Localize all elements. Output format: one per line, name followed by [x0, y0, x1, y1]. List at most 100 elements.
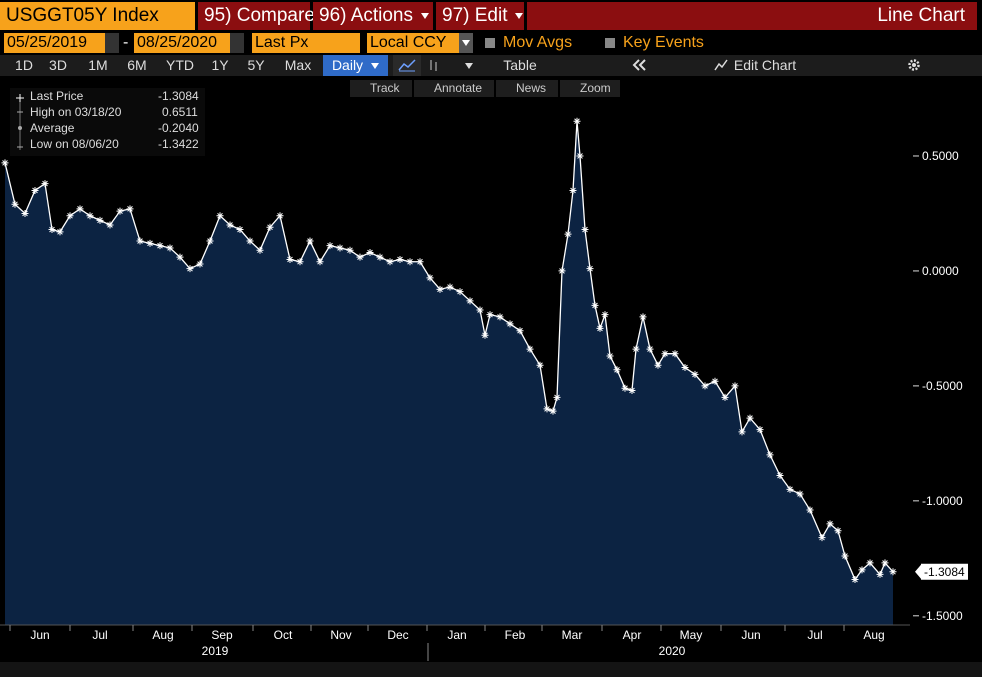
ticker-field[interactable]: USGGT05Y Index: [0, 2, 195, 30]
point-marker: [506, 320, 514, 328]
point-marker: [596, 324, 604, 332]
stat-label: Low on 08/06/20: [30, 137, 119, 151]
last-value-label: -1.3084: [924, 565, 965, 579]
line-style-button[interactable]: [393, 55, 421, 76]
chart-type-label: Line Chart: [877, 5, 965, 26]
key-events-toggle[interactable]: Key Events: [602, 33, 722, 53]
point-marker: [96, 216, 104, 224]
point-marker: [586, 265, 594, 273]
point-marker: [1, 159, 9, 167]
x-tick-label: Jun: [30, 628, 49, 642]
actions-label: 96) Actions: [319, 5, 413, 26]
settings-button[interactable]: [900, 55, 928, 76]
news-label: News: [516, 81, 547, 95]
period-button[interactable]: Max: [279, 55, 317, 76]
point-marker: [76, 205, 84, 213]
point-marker: [851, 576, 859, 584]
point-marker: [306, 237, 314, 245]
date-dash: -: [123, 34, 129, 51]
calendar-icon[interactable]: [230, 33, 244, 53]
point-marker: [738, 428, 746, 436]
period-button[interactable]: 1Y: [205, 55, 235, 76]
currency-select[interactable]: Local CCY: [367, 33, 459, 53]
x-tick-label: May: [680, 628, 703, 642]
currency-dropdown[interactable]: [459, 33, 473, 53]
point-marker: [406, 258, 414, 266]
point-marker: [276, 212, 284, 220]
last-value-box: [921, 563, 968, 580]
point-marker: [256, 246, 264, 254]
annotate-label: Annotate: [434, 81, 483, 95]
track-label: Track: [370, 81, 400, 95]
point-marker: [126, 205, 134, 213]
compare-button[interactable]: 95) Compare: [198, 2, 315, 30]
y-tick-label: -1.0000: [922, 494, 963, 508]
point-marker: [396, 255, 404, 263]
x-tick-label: Jul: [92, 628, 107, 642]
zoom-tool[interactable]: Zoom: [560, 80, 620, 97]
point-marker: [336, 244, 344, 252]
point-marker: [601, 311, 609, 319]
style-dropdown[interactable]: [455, 55, 483, 76]
bar-icon: [430, 60, 437, 71]
point-marker: [366, 249, 374, 257]
point-marker: [543, 405, 551, 413]
point-marker: [386, 258, 394, 266]
point-marker: [569, 186, 577, 194]
point-marker: [776, 472, 784, 480]
period-button[interactable]: 1M: [82, 55, 114, 76]
chart: 0.5000 0.0000 -0.5000 -1.0000 -1.5000 -1.3084…: [0, 78, 982, 677]
news-tool[interactable]: News: [496, 80, 558, 97]
start-date[interactable]: 05/25/2019: [4, 33, 105, 53]
point-marker: [681, 363, 689, 371]
edit-label: 97) Edit: [442, 5, 508, 26]
x-tick-label: Jun: [741, 628, 760, 642]
point-marker: [48, 226, 56, 234]
y-tick-label: 0.0000: [922, 264, 959, 278]
y-tick-label: -0.5000: [922, 379, 963, 393]
plot: 0.5000 0.0000 -0.5000 -1.0000 -1.5000 -1.3084…: [0, 78, 982, 677]
checkbox: [605, 38, 615, 48]
point-marker: [606, 352, 614, 360]
period-button[interactable]: 5Y: [241, 55, 271, 76]
point-marker: [176, 253, 184, 261]
actions-button[interactable]: 96) Actions: [313, 2, 433, 30]
checkbox: [485, 38, 495, 48]
frequency-select[interactable]: Daily: [323, 55, 388, 76]
annotate-tool[interactable]: Annotate: [414, 80, 494, 97]
edit-chart-button[interactable]: Edit Chart: [700, 55, 810, 76]
period-button[interactable]: 3D: [43, 55, 73, 76]
table-button[interactable]: Table: [490, 55, 550, 76]
mov-avgs-toggle[interactable]: Mov Avgs: [482, 33, 597, 53]
edit-button[interactable]: 97) Edit: [436, 2, 524, 30]
point-marker: [376, 253, 384, 261]
point-marker: [496, 313, 504, 321]
calendar-icon[interactable]: [105, 33, 119, 53]
year-label: 2019: [202, 644, 229, 658]
point-marker: [11, 200, 19, 208]
point-marker: [526, 345, 534, 353]
point-marker: [573, 117, 581, 125]
period-button[interactable]: 6M: [121, 55, 153, 76]
track-tool[interactable]: Track: [350, 80, 412, 97]
point-marker: [818, 534, 826, 542]
point-marker: [691, 370, 699, 378]
end-date[interactable]: 08/25/2020: [134, 33, 230, 53]
point-marker: [286, 255, 294, 263]
bar-style-button[interactable]: [423, 55, 445, 76]
point-marker: [866, 559, 874, 567]
point-marker: [889, 568, 897, 576]
field-select[interactable]: Last Px: [252, 33, 360, 53]
point-marker: [661, 350, 669, 358]
point-marker: [466, 297, 474, 305]
point-marker: [654, 361, 662, 369]
period-button[interactable]: YTD: [160, 55, 200, 76]
period-button[interactable]: 1D: [9, 55, 39, 76]
stat-label: Last Price: [30, 89, 84, 103]
point-marker: [628, 386, 636, 394]
point-marker: [576, 152, 584, 160]
collapse-button[interactable]: [625, 55, 653, 76]
point-marker: [481, 331, 489, 339]
point-marker: [186, 265, 194, 273]
point-marker: [881, 559, 889, 567]
